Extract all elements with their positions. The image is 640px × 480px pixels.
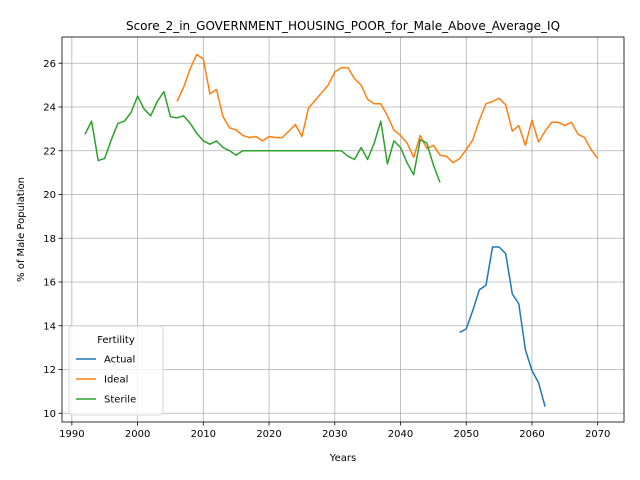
- series-lines: [84, 53, 599, 407]
- legend-label-ideal: Ideal: [104, 375, 128, 386]
- x-tick-label: 2070: [585, 429, 610, 440]
- chart-title: Score_2_in_GOVERNMENT_HOUSING_POOR_for_M…: [126, 19, 560, 33]
- y-tick-label: 24: [43, 103, 56, 114]
- y-tick-label: 18: [43, 234, 56, 245]
- legend-title: Fertility: [97, 335, 135, 346]
- x-axis: 1990 2000 2010 2020 2030 2040 2050 2060 2070: [59, 422, 610, 440]
- x-tick-label: 2010: [191, 429, 216, 440]
- x-tick-label: 2060: [519, 429, 544, 440]
- series-line-sterile: [84, 90, 441, 183]
- legend: Fertility Actual Ideal Sterile: [68, 325, 164, 416]
- y-tick-label: 12: [43, 365, 56, 376]
- series-line-ideal: [176, 53, 599, 164]
- x-tick-label: 1990: [59, 429, 84, 440]
- legend-entries: Actual Ideal Sterile: [76, 355, 136, 406]
- y-axis: 10 12 14 16 18 20 22 24 26: [43, 59, 62, 420]
- x-tick-label: 2040: [388, 429, 413, 440]
- y-tick-label: 20: [43, 190, 56, 201]
- plot-frame: [61, 36, 625, 423]
- y-tick-label: 16: [43, 278, 56, 289]
- legend-label-actual: Actual: [104, 355, 135, 366]
- y-tick-label: 26: [43, 59, 56, 70]
- x-axis-label: Years: [329, 453, 356, 464]
- y-axis-label: % of Male Population: [16, 177, 27, 282]
- x-tick-label: 2050: [454, 429, 479, 440]
- legend-label-sterile: Sterile: [104, 395, 136, 406]
- y-tick-label: 14: [43, 321, 56, 332]
- y-tick-label: 22: [43, 146, 56, 157]
- legend-box: [68, 325, 164, 416]
- y-tick-label: 10: [43, 409, 56, 420]
- x-tick-label: 2000: [125, 429, 150, 440]
- x-tick-label: 2030: [322, 429, 347, 440]
- series-line-actual: [459, 246, 546, 407]
- x-tick-label: 2020: [256, 429, 281, 440]
